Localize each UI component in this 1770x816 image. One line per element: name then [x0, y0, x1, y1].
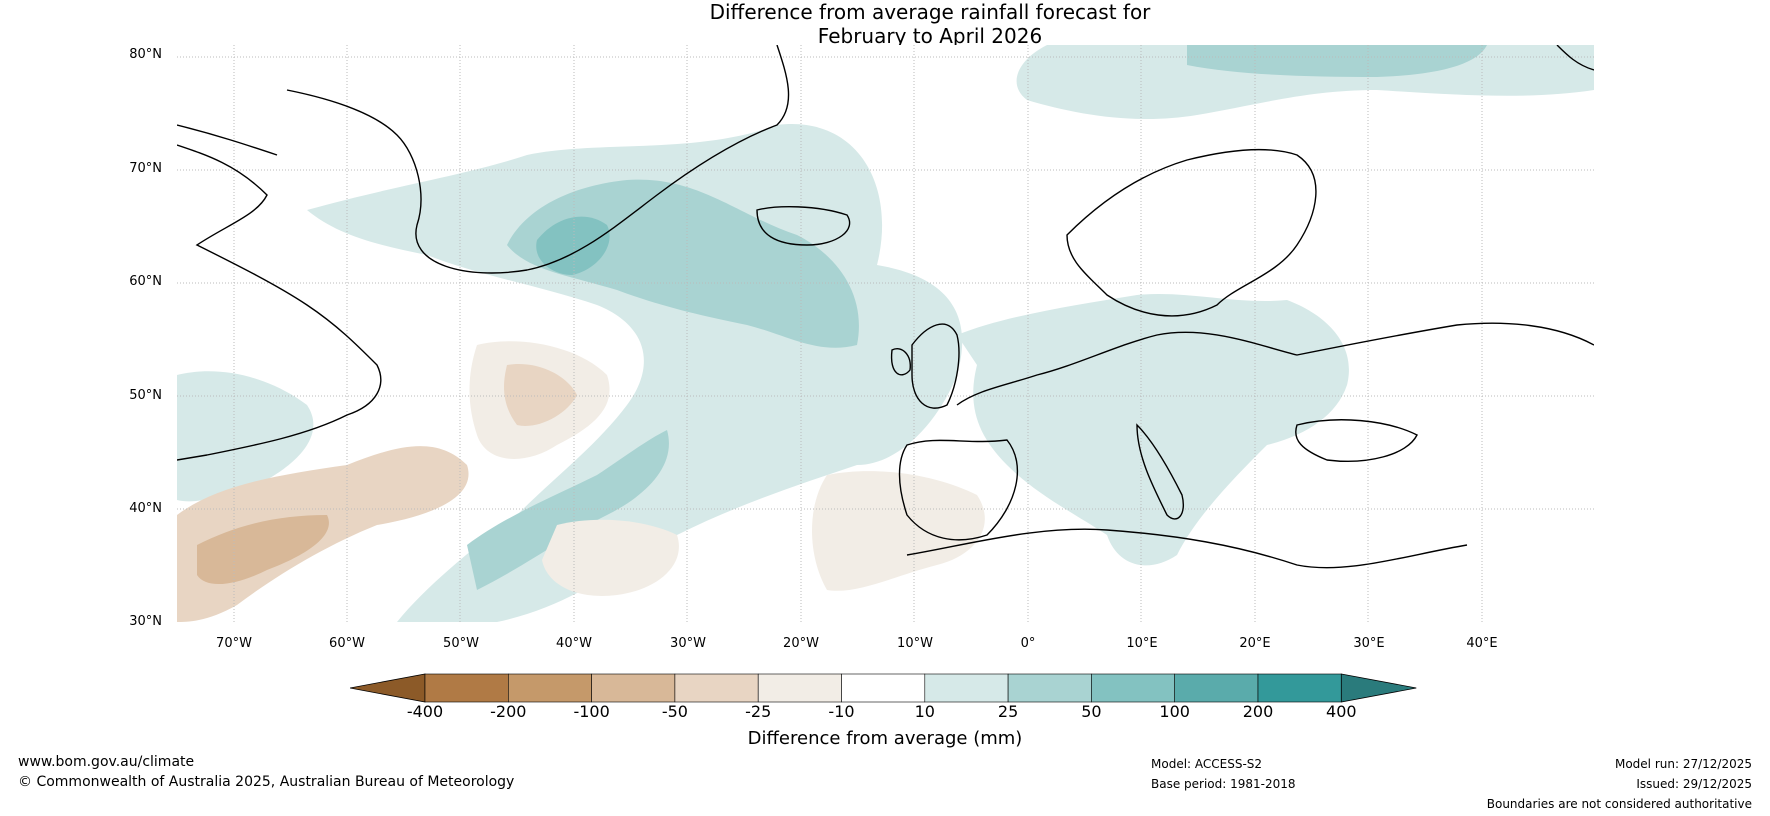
colorbar-segment: [1257, 673, 1342, 703]
colorbar-segment: [1174, 673, 1259, 703]
copyright-text: © Commonwealth of Australia 2025, Austra…: [18, 774, 515, 790]
coast-greenland: [286, 45, 790, 274]
coast-ireland: [890, 348, 911, 376]
lat-label-60n: 60°N: [129, 274, 162, 289]
lon-label-60w: 60°W: [329, 636, 365, 651]
issued-text: Issued: 29/12/2025: [1636, 777, 1752, 791]
dry-region-iberia: [812, 471, 985, 591]
colorbar-tick-label: 50: [1081, 702, 1102, 721]
coast-baffin: [177, 124, 278, 156]
colorbar-segment: [1091, 673, 1176, 703]
legend-colorbar: [350, 673, 1417, 703]
dry-anomaly-regions: [177, 341, 985, 622]
wet-region-atlantic-band: [467, 430, 669, 590]
lon-label-10w: 10°W: [897, 636, 933, 651]
coast-europe-mainland: [956, 322, 1594, 406]
lon-label-40w: 40°W: [556, 636, 592, 651]
lon-label-0: 0°: [1020, 636, 1036, 651]
wet-region-west-atlantic: [177, 371, 314, 502]
website-text: www.bom.gov.au/climate: [18, 754, 195, 770]
map-canvas: [177, 45, 1594, 622]
colorbar-segment: [757, 673, 842, 703]
lat-label-40n: 40°N: [129, 501, 162, 516]
rainfall-anomaly-map: [177, 45, 1594, 622]
coast-north-america: [177, 144, 382, 461]
wet-region-arctic-core: [1187, 45, 1487, 77]
colorbar-segment: [1007, 673, 1092, 703]
lon-label-10e: 10°E: [1126, 636, 1158, 651]
coast-italy: [1136, 423, 1184, 520]
wet-region-greenland-max: [536, 216, 610, 275]
dry-region-west-atlantic-core: [197, 515, 329, 585]
colorbar-segment: [591, 673, 676, 703]
colorbar-segment: [424, 673, 509, 703]
lat-label-30n: 30°N: [129, 614, 162, 629]
lon-label-20e: 20°E: [1239, 636, 1271, 651]
colorbar-tick-label: 400: [1326, 702, 1357, 721]
lon-label-20w: 20°W: [783, 636, 819, 651]
lat-label-70n: 70°N: [129, 161, 162, 176]
lon-label-30w: 30°W: [670, 636, 706, 651]
coast-novaya-zemlya: [1556, 45, 1594, 71]
colorbar-extend-high: [1340, 673, 1417, 703]
disclaimer-text: Boundaries are not considered authoritat…: [1486, 797, 1752, 811]
coastlines: [177, 45, 1594, 569]
colorbar-tick-label: 200: [1242, 702, 1274, 721]
coast-mediterranean-south: [906, 528, 1468, 569]
coast-scandinavia: [1066, 148, 1317, 317]
lon-label-70w: 70°W: [216, 636, 252, 651]
colorbar-tick-label: -100: [573, 702, 610, 721]
lon-label-30e: 30°E: [1353, 636, 1385, 651]
colorbar-tick-label: 100: [1159, 702, 1190, 721]
colorbar-segment: [924, 673, 1009, 703]
colorbar-segment: [508, 673, 592, 703]
coast-iceland: [756, 206, 851, 246]
lon-label-50w: 50°W: [443, 636, 479, 651]
coast-black-sea: [1295, 419, 1418, 462]
dry-region-mid-atlantic-core: [504, 364, 577, 426]
coast-uk: [911, 323, 960, 409]
colorbar-segment: [674, 673, 759, 703]
wet-region-europe: [957, 293, 1349, 566]
lon-label-40e: 40°E: [1466, 636, 1498, 651]
title-line-2: February to April 2026: [817, 24, 1043, 48]
colorbar-tick-label: 25: [997, 702, 1019, 721]
colorbar-tick-label: -10: [828, 702, 855, 721]
legend-label: Difference from average (mm): [747, 728, 1023, 749]
model-text: Model: ACCESS-S2: [1151, 757, 1263, 771]
colorbar-tick-label: 10: [914, 702, 935, 721]
model-run-text: Model run: 27/12/2025: [1614, 757, 1752, 771]
lat-label-80n: 80°N: [129, 47, 162, 62]
colorbar-tick-label: -200: [490, 702, 527, 721]
coast-iberia: [898, 439, 1019, 541]
base-period-text: Base period: 1981-2018: [1151, 777, 1296, 791]
title-line-1: Difference from average rainfall forecas…: [709, 0, 1151, 24]
colorbar-tick-label: -50: [661, 702, 688, 721]
map-title: Difference from average rainfall forecas…: [600, 0, 1260, 48]
colorbar-segment: [841, 673, 926, 703]
colorbar-tick-label: -400: [406, 702, 444, 721]
lat-label-50n: 50°N: [129, 388, 162, 403]
wet-anomaly-regions: [177, 45, 1594, 622]
colorbar-tick-label: -25: [745, 702, 772, 721]
colorbar-extend-low: [350, 673, 426, 703]
dry-region-subtropical: [542, 519, 679, 596]
